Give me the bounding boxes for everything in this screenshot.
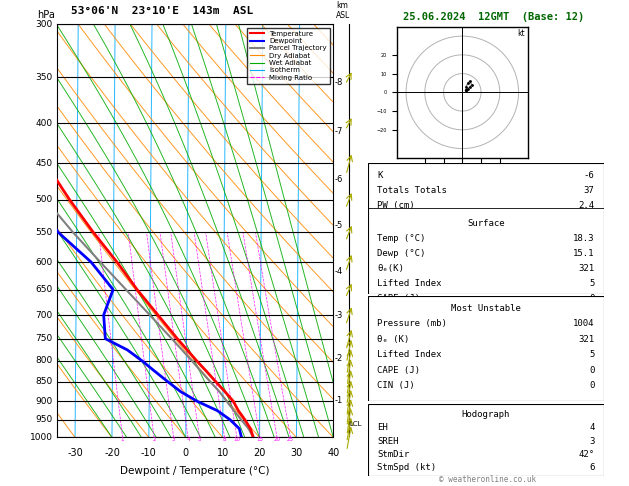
Text: θₑ (K): θₑ (K) bbox=[377, 335, 409, 344]
Text: Most Unstable: Most Unstable bbox=[451, 304, 521, 313]
Text: 5: 5 bbox=[198, 437, 201, 442]
Text: hPa: hPa bbox=[37, 10, 55, 20]
Text: Surface: Surface bbox=[467, 219, 504, 228]
Text: 600: 600 bbox=[35, 258, 52, 267]
Text: θₑ(K): θₑ(K) bbox=[377, 264, 404, 273]
Text: 0: 0 bbox=[589, 295, 594, 303]
FancyBboxPatch shape bbox=[368, 404, 604, 476]
Text: 1004: 1004 bbox=[573, 319, 594, 328]
Text: © weatheronline.co.uk: © weatheronline.co.uk bbox=[439, 474, 536, 484]
Text: 42°: 42° bbox=[578, 450, 594, 459]
Text: 53°06'N  23°10'E  143m  ASL: 53°06'N 23°10'E 143m ASL bbox=[70, 6, 253, 16]
Text: km
ASL: km ASL bbox=[336, 1, 350, 20]
Text: -7: -7 bbox=[335, 127, 343, 136]
Text: EH: EH bbox=[377, 423, 388, 433]
Text: CAPE (J): CAPE (J) bbox=[377, 365, 420, 375]
Text: Totals Totals: Totals Totals bbox=[377, 186, 447, 195]
Text: -6: -6 bbox=[584, 171, 594, 180]
Text: Pressure (mb): Pressure (mb) bbox=[377, 319, 447, 328]
Text: LCL: LCL bbox=[350, 421, 362, 428]
Text: 800: 800 bbox=[35, 356, 52, 365]
Text: 350: 350 bbox=[35, 73, 52, 82]
Text: SREH: SREH bbox=[377, 437, 399, 446]
Text: 20: 20 bbox=[274, 437, 281, 442]
Text: -6: -6 bbox=[335, 174, 343, 184]
Text: 900: 900 bbox=[35, 397, 52, 406]
Text: 650: 650 bbox=[35, 285, 52, 294]
FancyBboxPatch shape bbox=[368, 296, 604, 401]
Text: Dewpoint / Temperature (°C): Dewpoint / Temperature (°C) bbox=[120, 467, 270, 476]
Text: Hodograph: Hodograph bbox=[462, 410, 510, 419]
Text: 0: 0 bbox=[182, 448, 189, 458]
Text: 2.4: 2.4 bbox=[578, 201, 594, 210]
Text: 25: 25 bbox=[287, 437, 294, 442]
Text: 1000: 1000 bbox=[30, 433, 52, 442]
Text: 950: 950 bbox=[35, 416, 52, 424]
Text: kt: kt bbox=[518, 29, 525, 38]
Text: 500: 500 bbox=[35, 195, 52, 204]
Text: -2: -2 bbox=[335, 354, 343, 363]
Text: 15: 15 bbox=[257, 437, 264, 442]
Text: 5: 5 bbox=[589, 350, 594, 359]
Text: 25.06.2024  12GMT  (Base: 12): 25.06.2024 12GMT (Base: 12) bbox=[403, 12, 584, 22]
Text: Dewp (°C): Dewp (°C) bbox=[377, 249, 426, 258]
FancyBboxPatch shape bbox=[368, 163, 604, 294]
Text: CIN (J): CIN (J) bbox=[377, 381, 415, 390]
Text: -8: -8 bbox=[335, 78, 343, 87]
Text: K: K bbox=[377, 171, 383, 180]
Text: -1: -1 bbox=[335, 396, 343, 405]
Text: 40: 40 bbox=[327, 448, 340, 458]
Text: 10: 10 bbox=[233, 437, 240, 442]
Text: 6: 6 bbox=[589, 463, 594, 472]
Text: 0: 0 bbox=[589, 381, 594, 390]
Text: 550: 550 bbox=[35, 228, 52, 237]
Text: 3: 3 bbox=[172, 437, 175, 442]
Text: 5: 5 bbox=[589, 279, 594, 288]
Text: Lifted Index: Lifted Index bbox=[377, 350, 442, 359]
Text: 4: 4 bbox=[186, 437, 190, 442]
Text: StmDir: StmDir bbox=[377, 450, 409, 459]
Text: 0: 0 bbox=[589, 365, 594, 375]
Text: 450: 450 bbox=[35, 159, 52, 168]
Text: 0: 0 bbox=[589, 310, 594, 318]
Text: 3: 3 bbox=[589, 437, 594, 446]
Text: 15.1: 15.1 bbox=[573, 249, 594, 258]
Legend: Temperature, Dewpoint, Parcel Trajectory, Dry Adiabat, Wet Adiabat, Isotherm, Mi: Temperature, Dewpoint, Parcel Trajectory… bbox=[247, 28, 330, 84]
Text: 18.3: 18.3 bbox=[573, 234, 594, 243]
Text: 400: 400 bbox=[35, 119, 52, 127]
Text: 30: 30 bbox=[291, 448, 303, 458]
Text: 37: 37 bbox=[584, 186, 594, 195]
Text: -4: -4 bbox=[335, 266, 343, 276]
Text: Temp (°C): Temp (°C) bbox=[377, 234, 426, 243]
Text: -5: -5 bbox=[335, 221, 343, 230]
Text: -3: -3 bbox=[335, 311, 343, 320]
Text: 10: 10 bbox=[216, 448, 229, 458]
Text: 300: 300 bbox=[35, 20, 52, 29]
Text: 850: 850 bbox=[35, 377, 52, 386]
Text: 321: 321 bbox=[578, 335, 594, 344]
Text: PW (cm): PW (cm) bbox=[377, 201, 415, 210]
Text: StmSpd (kt): StmSpd (kt) bbox=[377, 463, 437, 472]
Text: 20: 20 bbox=[253, 448, 266, 458]
Text: 2: 2 bbox=[152, 437, 156, 442]
Text: 750: 750 bbox=[35, 334, 52, 343]
Text: Lifted Index: Lifted Index bbox=[377, 279, 442, 288]
Text: 700: 700 bbox=[35, 311, 52, 319]
Text: 8: 8 bbox=[223, 437, 226, 442]
Text: CAPE (J): CAPE (J) bbox=[377, 295, 420, 303]
Text: 4: 4 bbox=[589, 423, 594, 433]
Text: -30: -30 bbox=[67, 448, 83, 458]
Text: -20: -20 bbox=[104, 448, 120, 458]
Text: -10: -10 bbox=[141, 448, 157, 458]
Text: 1: 1 bbox=[121, 437, 125, 442]
Text: CIN (J): CIN (J) bbox=[377, 310, 415, 318]
Text: 321: 321 bbox=[578, 264, 594, 273]
